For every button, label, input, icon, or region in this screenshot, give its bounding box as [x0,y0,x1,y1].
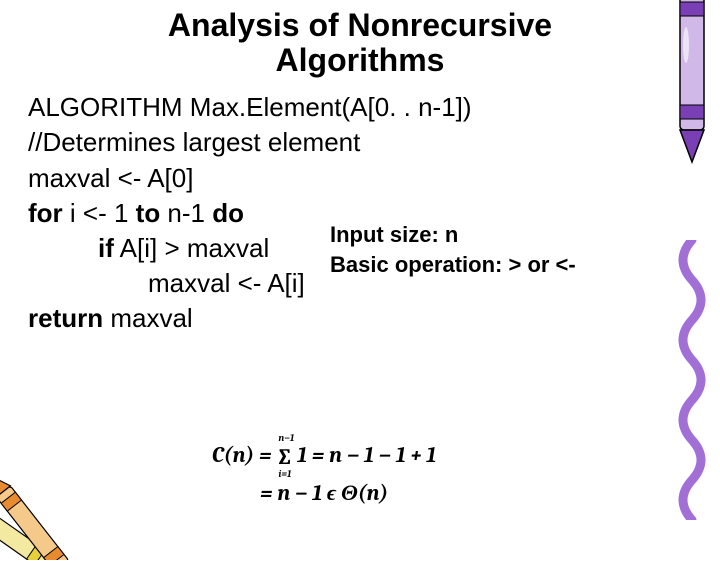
algo-line-1: ALGORITHM Max.Element(A[0. . n-1]) [28,90,692,125]
note-input-size: Input size: n [330,222,458,248]
algo-line-7: return maxval [28,301,692,336]
note-basic-op: Basic operation: > or <- [330,252,576,278]
algo-line-3: maxval <- A[0] [28,161,692,196]
keyword-to: to [136,198,161,228]
purple-squiggle-icon [672,240,712,520]
for-part-a: i <- 1 [63,198,136,228]
title-line-1: Analysis of Nonrecursive [0,8,720,43]
keyword-return: return [28,303,103,333]
sigma-icon: ∑ n−1 i=1 [276,444,292,470]
formula-rhs: 1 = n − 1 − 1 + 1 [297,442,436,468]
sigma-lower: i=1 [278,468,291,480]
slide-title: Analysis of Nonrecursive Algorithms [0,0,720,78]
algo-line-2: //Determines largest element [28,125,692,160]
formula-line-1: C(n) = ∑ n−1 i=1 1 = n − 1 − 1 + 1 [212,442,436,470]
crayon-purple-icon [672,0,692,160]
sigma-upper: n−1 [278,432,294,444]
return-val: maxval [103,303,193,333]
keyword-do: do [212,198,244,228]
crayon-purple-svg [672,0,712,170]
keyword-if: if [98,233,114,263]
algo-name: Max.Element(A[0. . n-1]) [183,92,472,122]
if-cond: A[i] > maxval [114,233,269,263]
title-line-2: Algorithms [0,43,720,78]
algorithm-body: ALGORITHM Max.Element(A[0. . n-1]) //Det… [0,78,720,336]
keyword-algorithm: ALGORITHM [28,92,183,122]
formula-lhs: C(n) = [212,442,276,468]
keyword-for: for [28,198,63,228]
complexity-formula: C(n) = ∑ n−1 i=1 1 = n − 1 − 1 + 1 = n −… [212,442,436,506]
formula-line-2: = n − 1 ϵ Θ(n) [212,480,436,506]
crayon-cluster-icon [0,440,110,550]
for-part-b: n-1 [160,198,212,228]
